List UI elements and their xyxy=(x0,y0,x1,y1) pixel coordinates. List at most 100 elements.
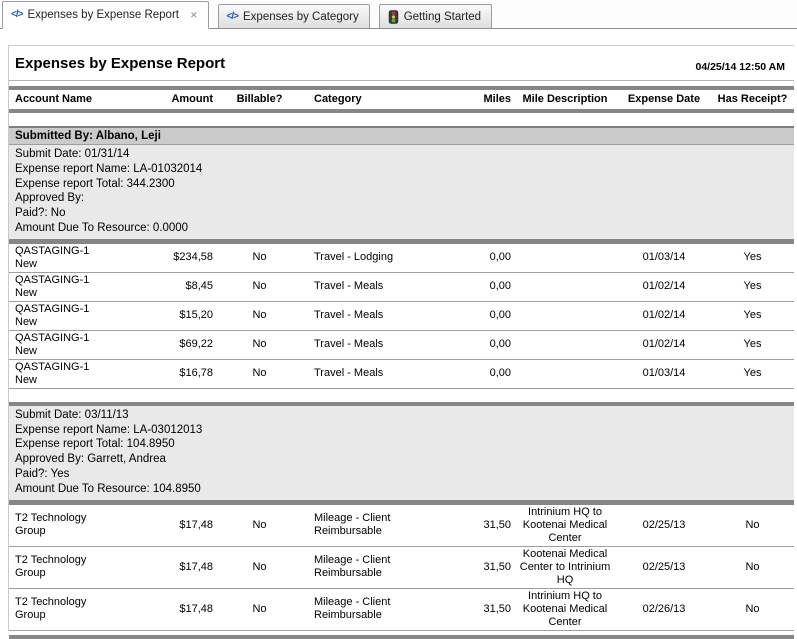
close-icon[interactable]: ✕ xyxy=(189,9,198,20)
expense-row: QASTAGING-1 New $8,45 No Travel - Meals 0,00… xyxy=(9,272,794,302)
code-icon: </> xyxy=(11,9,24,20)
tab-label: Expenses by Category xyxy=(243,10,359,23)
cell-expense-date: 01/02/14 xyxy=(642,309,686,322)
cell-account: QASTAGING-1 New xyxy=(15,244,90,270)
cell-miles: 31,50 xyxy=(483,602,511,615)
group-info-line: Submit Date: 03/11/13 xyxy=(15,408,129,421)
tab-label: Getting Started xyxy=(403,10,482,23)
cell-category: Travel - Meals xyxy=(314,367,384,380)
cell-miles: 0,00 xyxy=(489,338,511,351)
group-info-line: Expense report Total: 344.2300 xyxy=(15,177,175,190)
group-info-line: Approved By: Garrett, Andrea xyxy=(15,453,166,466)
group-rows: QASTAGING-1 New $234,58 No Travel - Lodging… xyxy=(9,238,794,389)
page-title: Expenses by Expense Report xyxy=(15,55,226,72)
column-header-mile-description: Mile Description xyxy=(522,93,608,105)
report-header: Expenses by Expense Report 04/25/14 12:5… xyxy=(9,46,794,73)
group-info-line: Amount Due To Resource: 104.8950 xyxy=(15,482,201,495)
group-info-line: Paid?: Yes xyxy=(15,467,70,480)
cell-billable: No xyxy=(252,280,267,293)
cell-mile-description: Intrinium HQ to Kootenai Medical Center xyxy=(522,589,608,628)
cell-miles: 31,50 xyxy=(483,518,511,531)
group-rows: T2 Technology Group $17,48 No Mileage - Cli… xyxy=(9,499,794,631)
traffic-light-icon xyxy=(388,9,399,24)
cell-category: Travel - Lodging xyxy=(314,251,394,264)
expense-row: QASTAGING-1 New $69,22 No Travel - Meals 0,0… xyxy=(9,330,794,360)
cell-amount: $69,22 xyxy=(179,338,213,351)
cell-expense-date: 02/25/13 xyxy=(642,518,686,531)
cell-mile-description xyxy=(513,315,617,317)
column-header-expense-date: Expense Date xyxy=(627,93,701,105)
cell-category: Mileage - Client Reimbursable xyxy=(314,596,391,622)
cell-mile-description xyxy=(513,257,617,259)
cell-billable: No xyxy=(252,560,267,573)
column-header-miles: Miles xyxy=(483,93,511,105)
group-info-line: Paid?: No xyxy=(15,207,66,220)
cell-amount: $15,20 xyxy=(179,309,213,322)
cell-account: QASTAGING-1 New xyxy=(15,360,90,386)
group-info-line: Expense report Total: 104.8950 xyxy=(15,438,175,451)
cell-account: T2 Technology Group xyxy=(15,596,87,622)
cell-miles: 0,00 xyxy=(489,251,511,264)
expense-group: Submitted By: Albano, Leji Submit Date: 0… xyxy=(9,126,794,389)
group-submitted-by: Submitted By: Albano, Leji xyxy=(9,126,794,145)
cell-mile-description: Intrinium HQ to Kootenai Medical Center xyxy=(522,505,608,544)
cell-account: T2 Technology Group xyxy=(15,512,87,538)
cell-billable: No xyxy=(252,602,267,615)
group-info-line: Approved By: xyxy=(15,192,85,205)
tab-expenses-by-category[interactable]: </> Expenses by Category xyxy=(217,4,370,28)
cell-miles: 0,00 xyxy=(489,309,511,322)
cell-has-receipt: Yes xyxy=(743,251,762,264)
column-header-amount: Amount xyxy=(171,93,213,105)
group-info: Submit Date: 03/11/13 Expense report Name… xyxy=(9,401,794,500)
cell-amount: $17,48 xyxy=(179,602,213,615)
group-info: Submit Date: 01/31/14 Expense report Name… xyxy=(9,145,794,239)
cell-billable: No xyxy=(252,518,267,531)
cell-mile-description: Kootenai Medical Center to Intrinium HQ xyxy=(519,547,611,586)
cell-has-receipt: Yes xyxy=(743,367,762,380)
cell-billable: No xyxy=(252,338,267,351)
group-info-line: Expense report Name: LA-03012013 xyxy=(15,423,203,436)
cell-account: T2 Technology Group xyxy=(15,554,87,580)
cell-expense-date: 01/03/14 xyxy=(642,251,686,264)
cell-amount: $16,78 xyxy=(179,367,213,380)
tab-bar: </> Expenses by Expense Report ✕ </> Expense… xyxy=(0,0,797,29)
cell-miles: 31,50 xyxy=(483,560,511,573)
cell-mile-description xyxy=(513,344,617,346)
tab-expenses-by-expense-report[interactable]: </> Expenses by Expense Report ✕ xyxy=(2,1,209,29)
column-header-account-name: Account Name xyxy=(15,93,93,105)
cell-has-receipt: No xyxy=(745,518,760,531)
cell-amount: $234,58 xyxy=(173,251,213,264)
cell-has-receipt: Yes xyxy=(743,309,762,322)
section-end-bar xyxy=(9,634,794,639)
cell-amount: $8,45 xyxy=(185,280,213,293)
cell-expense-date: 02/26/13 xyxy=(642,602,686,615)
group-info-line: Submit Date: 01/31/14 xyxy=(15,148,130,160)
cell-miles: 0,00 xyxy=(489,367,511,380)
expense-row: QASTAGING-1 New $16,78 No Travel - Meals 0,0… xyxy=(9,359,794,389)
column-header-category: Category xyxy=(314,93,362,105)
cell-has-receipt: Yes xyxy=(743,280,762,293)
report-box: Expenses by Expense Report 04/25/14 12:5… xyxy=(9,45,794,639)
cell-expense-date: 01/02/14 xyxy=(642,338,686,351)
cell-amount: $17,48 xyxy=(179,518,213,531)
cell-mile-description xyxy=(513,286,617,288)
cell-miles: 0,00 xyxy=(489,280,511,293)
group-info-line: Expense report Name: LA-01032014 xyxy=(15,162,203,175)
report-panel: Expenses by Expense Report 04/25/14 12:5… xyxy=(8,45,794,639)
cell-account: QASTAGING-1 New xyxy=(15,331,90,357)
column-header-billable: Billable? xyxy=(236,93,283,105)
expense-row: T2 Technology Group $17,48 No Mileage - Cli… xyxy=(9,504,794,547)
cell-category: Mileage - Client Reimbursable xyxy=(314,554,391,580)
expense-group: Submit Date: 03/11/13 Expense report Name… xyxy=(9,401,794,631)
report-timestamp: 04/25/14 12:50 AM xyxy=(695,61,785,73)
cell-amount: $17,48 xyxy=(179,560,213,573)
cell-expense-date: 02/25/13 xyxy=(642,560,686,573)
cell-has-receipt: Yes xyxy=(743,338,762,351)
title-divider xyxy=(9,80,794,81)
expense-row: QASTAGING-1 New $234,58 No Travel - Lodging… xyxy=(9,243,794,273)
cell-category: Travel - Meals xyxy=(314,280,384,293)
cell-account: QASTAGING-1 New xyxy=(15,273,90,299)
cell-has-receipt: No xyxy=(745,602,760,615)
tab-getting-started[interactable]: Getting Started xyxy=(378,4,493,28)
expense-row: QASTAGING-1 New $15,20 No Travel - Meals 0,0… xyxy=(9,301,794,331)
